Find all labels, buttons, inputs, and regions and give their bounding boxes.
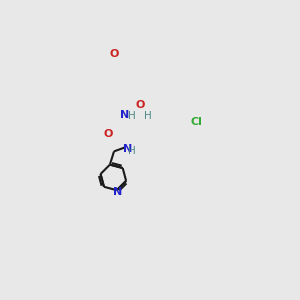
Text: O: O <box>103 129 112 139</box>
Text: N: N <box>123 144 132 154</box>
Text: H: H <box>128 146 136 156</box>
Text: N: N <box>112 187 122 197</box>
Text: O: O <box>109 49 119 58</box>
Text: N: N <box>119 110 129 120</box>
Text: O: O <box>135 100 145 110</box>
Text: H: H <box>144 111 152 121</box>
Text: Cl: Cl <box>191 117 203 127</box>
Text: H: H <box>128 111 136 121</box>
